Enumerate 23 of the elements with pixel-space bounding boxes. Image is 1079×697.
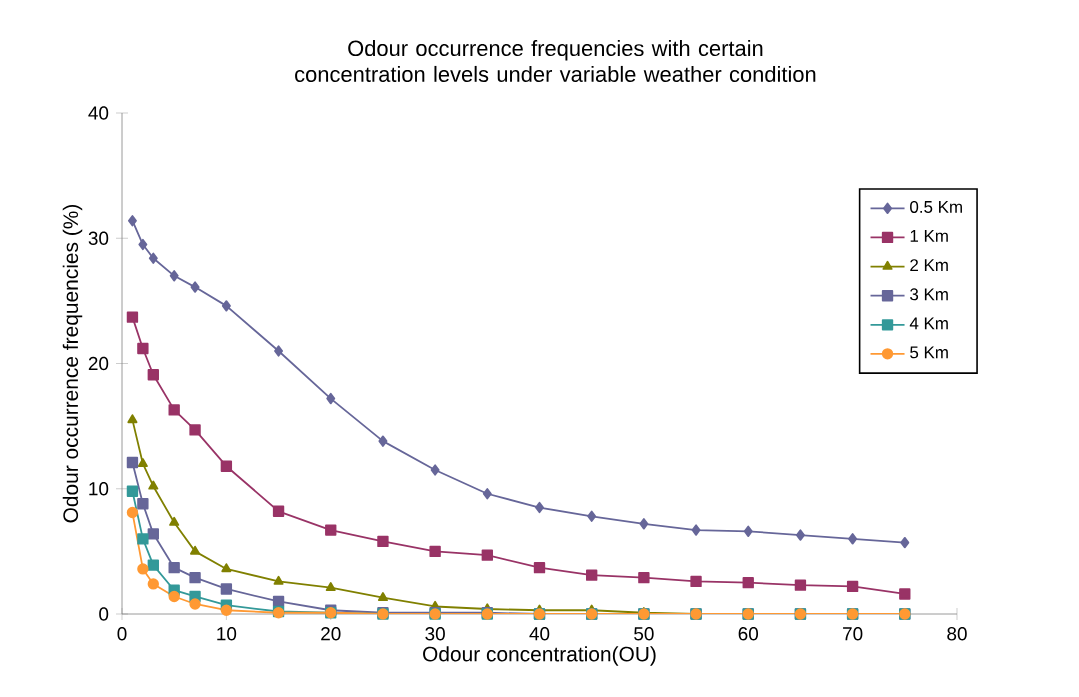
x-tick-label: 80 (947, 627, 967, 641)
x-tick-label: 30 (425, 627, 445, 641)
x-tick-label: 70 (843, 627, 863, 641)
y-axis-title: Odour occurrence frequencies (%) (62, 204, 83, 523)
chart-title: Odour occurrence frequencies with certain concentration levels under variable weather condition (295, 40, 816, 83)
x-tick-label: 50 (634, 627, 654, 641)
y-tick-label: 0 (99, 607, 109, 621)
legend-label: 5 Km (910, 346, 948, 359)
y-tick-label: 30 (88, 231, 109, 245)
y-tick-label: 10 (89, 482, 109, 496)
legend-label: 2 Km (910, 259, 948, 271)
x-tick-label: 20 (321, 627, 341, 641)
y-tick-label: 40 (88, 106, 109, 120)
x-tick-label: 10 (217, 627, 237, 641)
legend-label: 3 Km (910, 288, 948, 301)
y-tick-label: 20 (88, 356, 109, 371)
legend-label: 1 Km (910, 230, 948, 242)
legend-label: 0.5 Km (910, 200, 962, 213)
x-tick-label: 60 (738, 627, 759, 641)
x-axis-title: Odour concentration(OU) (423, 646, 656, 666)
x-tick-label: 40 (529, 627, 550, 641)
x-tick-label: 0 (117, 627, 127, 641)
legend-label: 4 Km (909, 317, 948, 330)
